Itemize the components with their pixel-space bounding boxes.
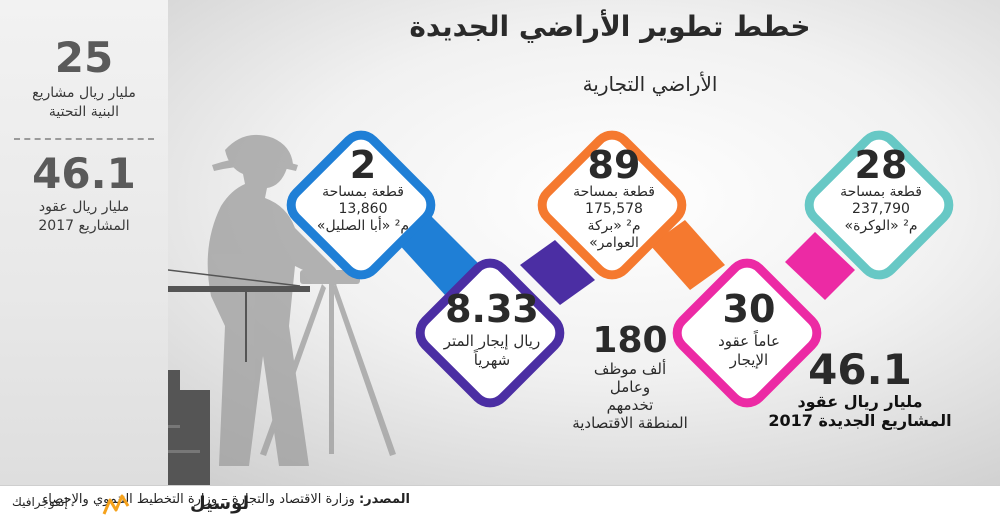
plot-line1: قطعة بمساحة xyxy=(573,184,655,200)
workers-line4: المنطقة الاقتصادية xyxy=(572,414,688,432)
total-line2: المشاريع الجديدة 2017 xyxy=(768,411,952,430)
connector-orange xyxy=(650,220,725,290)
connector-blue xyxy=(395,215,480,295)
plot-count: 89 xyxy=(587,143,641,187)
plot-count: 28 xyxy=(854,143,908,187)
plot-location-2: العوامر» xyxy=(589,235,639,251)
workers-line1: ألف موظف xyxy=(593,360,667,378)
side-stats-panel xyxy=(0,0,168,485)
lusail-logo-icon xyxy=(102,494,130,515)
plot-line1: قطعة بمساحة xyxy=(840,184,922,200)
brand-subtitle: إنفوجرافيك xyxy=(12,495,68,509)
infrastructure-value: 25 xyxy=(54,33,114,82)
lease-value: 30 xyxy=(722,287,776,331)
contracts-2017-value: 46.1 xyxy=(32,149,136,198)
infrastructure-label-line2: البنية التحتية xyxy=(48,104,120,120)
total-line1: مليار ريال عقود xyxy=(797,392,923,411)
section-subtitle: الأراضي التجارية xyxy=(582,72,718,96)
plot-line1: قطعة بمساحة xyxy=(322,184,404,200)
total-value: 46.1 xyxy=(808,345,912,394)
plot-location: م² «أبا الصليل» xyxy=(316,218,410,234)
lease-text: 30 عاماً عقود الإيجار xyxy=(682,290,816,370)
plot-area: 237,790 xyxy=(852,201,910,217)
connector-purple xyxy=(520,240,595,305)
new-contracts-total: 46.1 مليار ريال عقود المشاريع الجديدة 20… xyxy=(760,345,960,431)
contracts-2017-label-line2: المشاريع 2017 xyxy=(38,218,130,234)
rent-text: 8.33 ريال إيجار المتر شهرياً xyxy=(425,290,559,370)
source-label: المصدر: xyxy=(358,492,410,507)
rent-line2: شهرياً xyxy=(473,351,511,369)
brand-name: لوسيل xyxy=(190,493,250,514)
footer-bar: المصدر: وزارة الاقتصاد والتجارة – وزارة … xyxy=(0,485,1000,523)
connector-pink xyxy=(785,232,855,300)
plot-text-al-wakra: 28 قطعة بمساحة 237,790 م² «الوكرة» xyxy=(814,146,948,235)
workers-line3: تخدمهم xyxy=(606,396,654,414)
workers-line2: وعامل xyxy=(609,378,651,396)
connector-bands xyxy=(395,215,855,305)
plot-location: م² «الوكرة» xyxy=(844,218,918,234)
plot-location: م² «بركة xyxy=(587,218,641,234)
plot-text-birkat-al-awamer: 89 قطعة بمساحة 175,578 م² «بركة العوامر» xyxy=(547,146,681,252)
plot-area: 13,860 xyxy=(338,201,388,217)
rent-value: 8.33 xyxy=(445,287,539,331)
workers-value: 180 xyxy=(592,320,668,361)
lease-line1: عاماً عقود xyxy=(718,332,780,350)
rent-line1: ريال إيجار المتر xyxy=(443,332,541,350)
workers-stat: 180 ألف موظف وعامل تخدمهم المنطقة الاقتص… xyxy=(560,320,700,433)
plot-area: 175,578 xyxy=(585,201,643,217)
plot-text-abu-salil: 2 قطعة بمساحة 13,860 م² «أبا الصليل» xyxy=(296,146,430,235)
page-title: خطط تطوير الأراضي الجديدة xyxy=(409,10,811,43)
side-divider xyxy=(14,138,154,140)
lease-line2: الإيجار xyxy=(729,351,769,369)
plot-count: 2 xyxy=(349,143,377,187)
contracts-2017-label-line1: مليار ريال عقود xyxy=(38,199,130,215)
infrastructure-label-line1: مليار ريال مشاريع xyxy=(32,85,136,101)
